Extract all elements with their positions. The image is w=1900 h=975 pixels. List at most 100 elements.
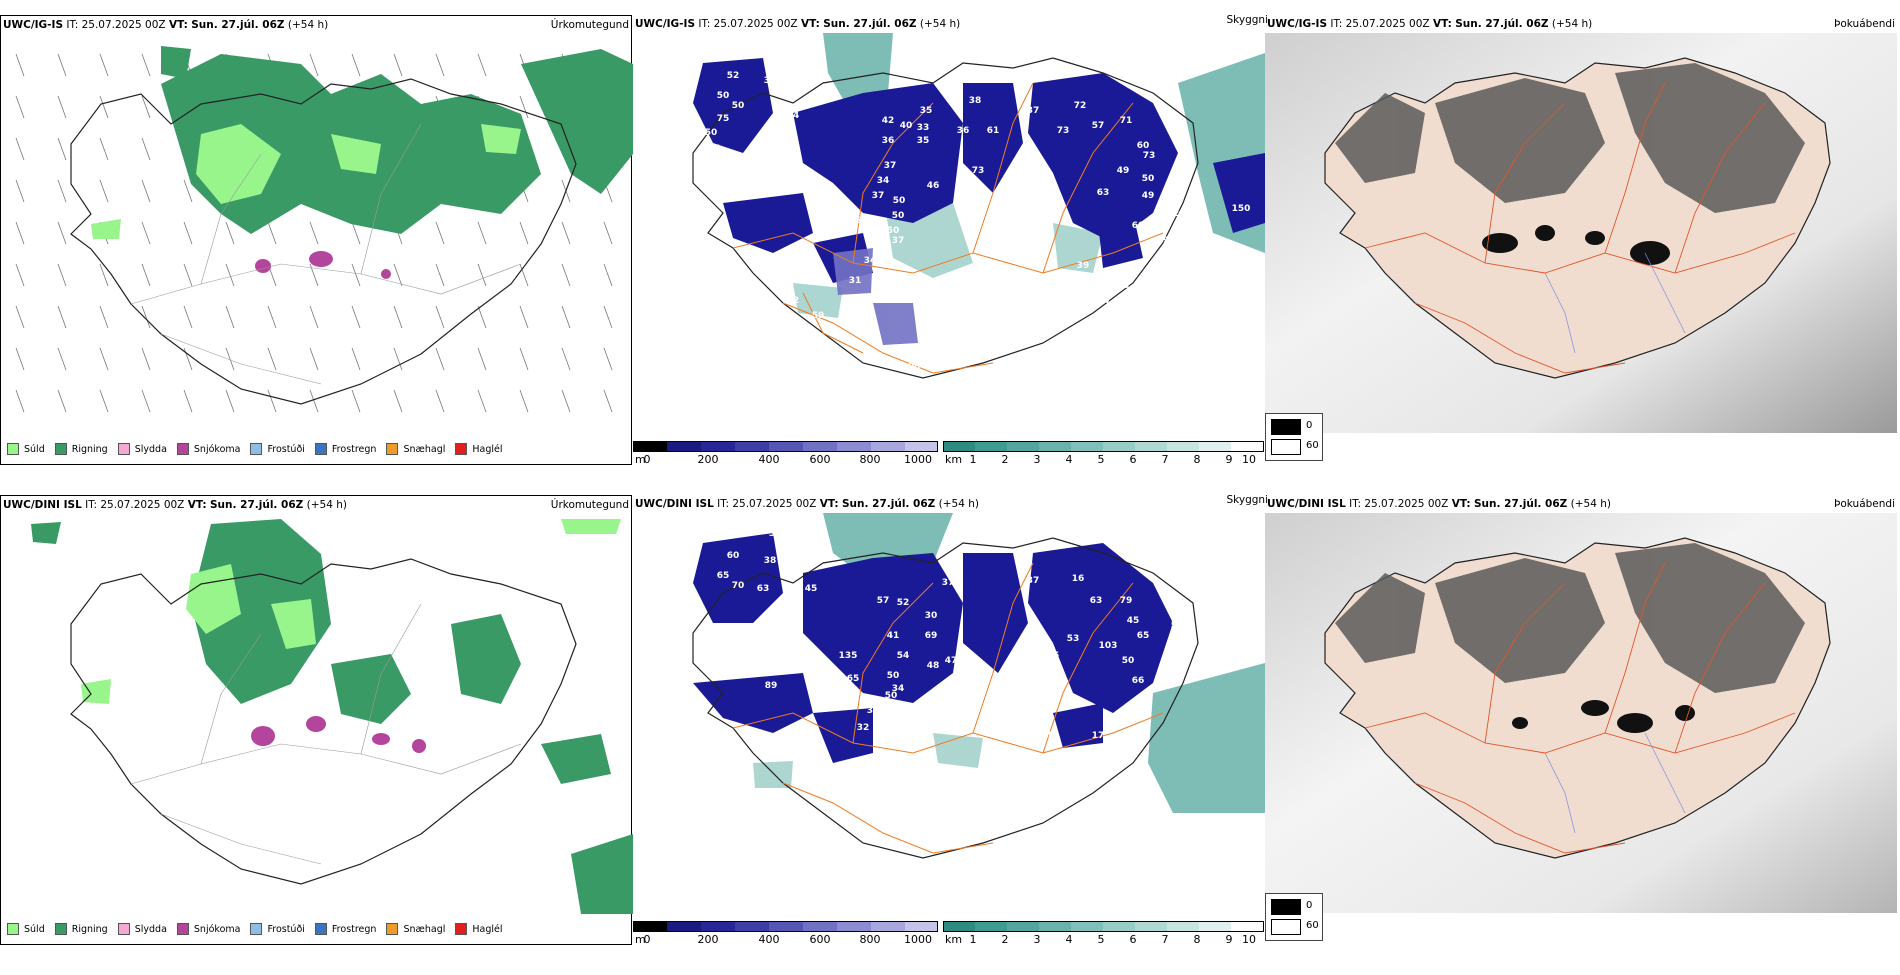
wind-barb (477, 53, 487, 77)
valid-time-label: VT: (800, 18, 820, 30)
wind-barb (15, 53, 25, 77)
wind-barb (561, 347, 571, 371)
cloud-base-label: 35 (920, 106, 933, 116)
cloud-base-label: 35 (917, 136, 930, 146)
cloud-base-colorbar: m 0 200 400 600 800 1000 (633, 915, 943, 946)
cloud-base-label: 75 (717, 114, 730, 124)
cloud-base-label: 73 (1143, 151, 1156, 161)
wind-barb (435, 53, 445, 77)
wind-barb (393, 347, 403, 371)
cloud-base-label: 135 (839, 651, 858, 661)
precip-map[interactable] (1, 514, 633, 914)
fog-indicator-panel: UWC/DINI ISL IT: 25.07.2025 00Z VT: Sun.… (1265, 495, 1897, 945)
cloud-base-label: 54 (1097, 296, 1110, 306)
cloud-base-label: 70 (732, 581, 745, 591)
tick-label: 3 (1033, 453, 1041, 466)
wind-barb (99, 389, 109, 413)
cloud-base-label: 65 (755, 181, 768, 191)
cloud-base-unit: m (635, 453, 646, 466)
wind-barb (15, 95, 25, 119)
cloud-base-label: 61 (987, 126, 1000, 136)
fog-map[interactable] (1265, 33, 1897, 433)
tick-label: 1000 (904, 453, 932, 466)
visibility-ticks: 1 2 3 4 5 6 7 8 9 10 (943, 453, 1265, 467)
cloud-base-label: 38 (892, 281, 905, 291)
cloud-base-label: 72 (787, 296, 800, 306)
panel-title: UWC/DINI ISL IT: 25.07.2025 00Z VT: Sun.… (635, 498, 979, 510)
cloud-base-label: 60 (1137, 141, 1150, 151)
wind-barb (561, 221, 571, 245)
wind-barb (309, 389, 319, 413)
cloud-base-ticks: 0 200 400 600 800 1000 (633, 453, 943, 467)
cloud-base-label: 72 (1074, 101, 1087, 111)
cloud-base-label: 50 (732, 101, 745, 111)
cloud-base-label: 33 (917, 123, 930, 133)
valid-time-label: VT: (187, 499, 207, 511)
valid-time: Sun. 27.júl. 06Z (823, 18, 917, 30)
cloud-map[interactable]: 32 60 38 65 70 63 45 44 57 52 37 37 69 1… (633, 513, 1265, 913)
cloud-base-label: 38 (969, 96, 982, 106)
fog-map[interactable] (1265, 513, 1897, 913)
tick-label: 9 (1225, 453, 1233, 466)
cloud-base-label: 34 (877, 176, 890, 186)
tick-label: 600 (809, 453, 831, 466)
fog-legend-label: 60 (1306, 920, 1319, 931)
cloud-base-label: 57 (802, 326, 815, 336)
cloud-base-label: 63 (757, 584, 770, 594)
legend-swatch (7, 923, 19, 935)
wind-barb (309, 305, 319, 329)
init-time: IT: 25.07.2025 00Z (717, 498, 817, 510)
wind-barb (519, 347, 529, 371)
legend-label: Slydda (134, 923, 167, 935)
tick-label: 6 (1129, 933, 1137, 946)
wind-barb (183, 389, 193, 413)
panel-title: UWC/DINI ISL IT: 25.07.2025 00Z VT: Sun.… (1267, 498, 1611, 510)
legend-item: Súld (7, 443, 45, 455)
cloud-base-label: 57 (1017, 711, 1030, 721)
visibility-colorbar-ramp (943, 921, 1264, 932)
cloud-base-label: 32 (857, 723, 870, 733)
wind-barb (267, 221, 277, 245)
wind-barb (351, 263, 361, 287)
cloud-base-label: 150 (1232, 204, 1251, 214)
iceland-coastline (70, 78, 577, 405)
cloud-map[interactable]: 58 52 37 50 50 75 50 54 51 39 68 65 42 4… (633, 33, 1265, 433)
cloud-base-label: 50 (717, 91, 730, 101)
cloud-visibility-panel: UWC/DINI ISL IT: 25.07.2025 00Z VT: Sun.… (633, 494, 1268, 946)
cloud-base-label: 50 (885, 691, 898, 701)
wind-barb (225, 263, 235, 287)
panel-title: UWC/DINI ISL IT: 25.07.2025 00Z VT: Sun.… (3, 499, 347, 511)
cloud-base-label: 54 (897, 651, 910, 661)
cloud-base-label: 17 (933, 364, 946, 374)
fog-black-area (1482, 225, 1670, 265)
cloud-base-label: 45 (1127, 616, 1140, 626)
visibility-unit: km (945, 933, 963, 946)
cloud-base-label: 100 (902, 362, 921, 372)
cloud-base-label: 65 (1137, 631, 1150, 641)
model-name: UWC/DINI ISL (635, 498, 714, 510)
fog-legend: 0 60 (1265, 413, 1323, 461)
wind-barb (435, 347, 445, 371)
cloud-base-label: 31 (867, 706, 880, 716)
iceland-coastline (692, 537, 1199, 859)
cloud-base-label: 50 (887, 226, 900, 236)
precip-map[interactable] (1, 34, 633, 434)
visibility-mid-area (753, 733, 983, 788)
lead-time: (+54 h) (1551, 18, 1593, 30)
legend-label: Slydda (134, 443, 167, 455)
cloud-base-label: 46 (927, 181, 940, 191)
cloud-base-colorbar: m 0 200 400 600 800 1000 (633, 435, 943, 467)
tick-label: 7 (1161, 453, 1169, 466)
road-network (130, 603, 522, 865)
cloud-base-label: 60 (727, 551, 740, 561)
cloud-base-label: 101 (904, 380, 923, 390)
wind-barb (225, 389, 235, 413)
cloud-base-label: 71 (1120, 116, 1133, 126)
iceland-coastline (70, 558, 577, 885)
legend-item: Snjókoma (176, 923, 240, 935)
wind-barb (519, 263, 529, 287)
fog-dark-area (1335, 543, 1805, 693)
cloud-base-label: 50 (1122, 656, 1135, 666)
wind-barb (183, 305, 193, 329)
cloud-base-label: 103 (1099, 641, 1118, 651)
